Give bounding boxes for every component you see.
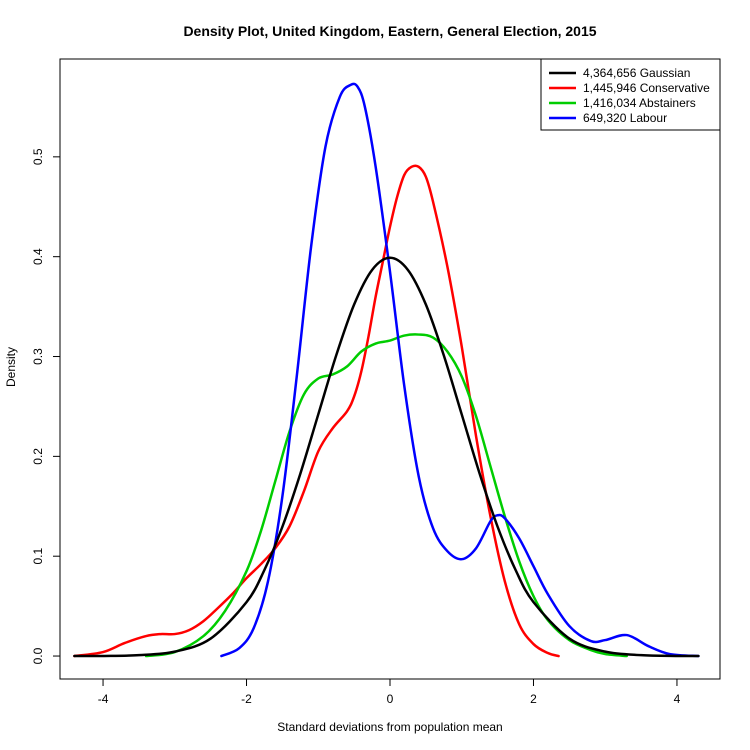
y-tick-label: 0.4 [31, 248, 45, 265]
y-tick-label: 0.5 [31, 148, 45, 165]
legend-label: 649,320 Labour [583, 111, 667, 125]
x-tick-label: 0 [387, 692, 394, 706]
x-tick-label: -4 [98, 692, 109, 706]
y-axis-label: Density [4, 347, 18, 387]
plot-frame [59, 58, 721, 680]
y-tick-label: 0.2 [31, 448, 45, 465]
legend-label: 4,364,656 Gaussian [583, 66, 690, 80]
series-line-0 [73, 256, 700, 658]
x-axis: -4 -2 0 2 4 [98, 678, 681, 706]
x-axis-label: Standard deviations from population mean [277, 720, 502, 734]
series-line-3 [220, 82, 700, 658]
x-tick-label: -2 [241, 692, 252, 706]
series-line-1 [73, 164, 560, 658]
x-tick-label: 2 [530, 692, 537, 706]
y-axis: 0.0 0.1 0.2 0.3 0.4 0.5 [31, 148, 61, 664]
legend-label: 1,416,034 Abstainers [583, 96, 696, 110]
series-lines [73, 82, 700, 658]
x-tick-label: 4 [674, 692, 681, 706]
legend-label: 1,445,946 Conservative [583, 81, 710, 95]
y-tick-label: 0.1 [31, 548, 45, 565]
y-tick-label: 0.0 [31, 647, 45, 664]
y-tick-label: 0.3 [31, 348, 45, 365]
chart-title: Density Plot, United Kingdom, Eastern, G… [183, 23, 596, 39]
